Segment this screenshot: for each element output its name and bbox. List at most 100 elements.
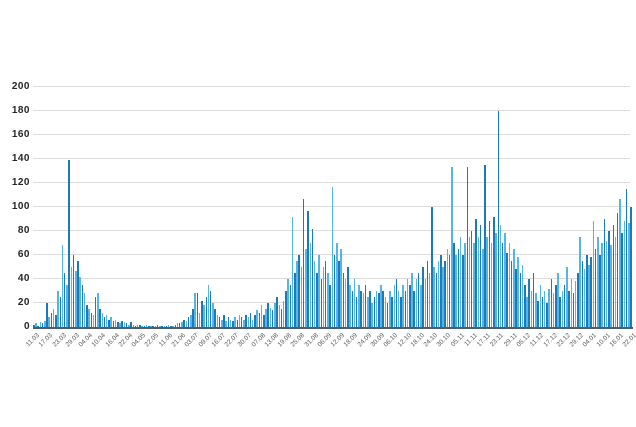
bar: [311, 228, 314, 327]
bar: [134, 325, 137, 327]
gridline: [33, 278, 630, 279]
bar: [464, 243, 466, 327]
bar: [265, 309, 267, 327]
bar: [616, 213, 619, 327]
bar: [612, 225, 615, 327]
bar: [254, 315, 256, 327]
bar: [406, 279, 409, 327]
bar: [422, 267, 424, 327]
bar: [508, 243, 511, 327]
bar: [37, 325, 39, 327]
bar: [183, 319, 185, 327]
bar: [225, 321, 227, 327]
bar: [276, 297, 278, 327]
gridline: [33, 302, 630, 303]
bar: [559, 297, 561, 327]
bar: [532, 273, 535, 327]
bar: [68, 160, 70, 327]
bar: [428, 273, 431, 327]
bar: [563, 285, 566, 327]
bar: [170, 325, 172, 327]
bar: [364, 285, 367, 327]
bar: [621, 233, 623, 327]
bar: [117, 322, 119, 327]
bar: [435, 273, 438, 327]
bar: [457, 249, 460, 327]
bar: [174, 324, 177, 327]
bar: [112, 321, 115, 327]
y-tick-label: 200: [11, 81, 30, 92]
bar: [444, 261, 446, 327]
bar: [194, 293, 196, 327]
bar: [39, 322, 42, 327]
bar: [282, 300, 285, 327]
bar: [477, 237, 480, 327]
bar: [375, 291, 378, 327]
bar: [592, 221, 595, 327]
bar: [320, 279, 323, 327]
bar: [163, 325, 165, 327]
bar: [327, 273, 329, 327]
bar: [156, 324, 159, 327]
bar: [114, 319, 117, 327]
bar: [386, 303, 389, 327]
bar: [285, 291, 287, 327]
bar: [121, 321, 123, 327]
bar: [152, 325, 154, 327]
y-tick-label: 40: [17, 273, 30, 284]
bar: [342, 273, 345, 327]
bar: [70, 267, 73, 327]
gridline: [33, 206, 630, 207]
bar: [165, 325, 168, 327]
bar: [296, 261, 298, 327]
bar: [35, 323, 37, 327]
bar: [380, 285, 382, 327]
gridline: [33, 254, 630, 255]
bar: [583, 269, 586, 327]
bar: [50, 312, 53, 327]
bar: [33, 324, 35, 327]
bar: [203, 305, 205, 327]
bar: [459, 237, 462, 327]
bar: [92, 315, 95, 327]
bar: [143, 325, 146, 327]
y-tick-label: 60: [17, 249, 30, 260]
bar: [541, 297, 544, 327]
bar: [351, 291, 354, 327]
bar: [614, 237, 617, 327]
bar: [300, 267, 303, 327]
bar: [347, 267, 349, 327]
bar: [302, 198, 305, 327]
bar: [271, 310, 274, 327]
bar: [451, 167, 453, 327]
bar: [433, 267, 435, 327]
bar: [466, 167, 469, 327]
bar: [550, 279, 553, 327]
bar: [455, 255, 457, 327]
bar: [243, 319, 245, 327]
bar: [619, 198, 621, 327]
bar: [331, 186, 334, 327]
bar: [526, 297, 528, 327]
bar: [404, 291, 407, 327]
bar: [453, 243, 455, 327]
bar: [181, 322, 183, 327]
gridline: [33, 86, 630, 87]
bar: [391, 297, 393, 327]
gridline: [33, 158, 630, 159]
bar: [329, 285, 331, 327]
bar: [57, 291, 59, 327]
bar: [148, 325, 150, 327]
bar: [192, 309, 194, 327]
bar: [574, 281, 577, 327]
bar: [336, 243, 338, 327]
bar: [528, 279, 530, 327]
bar: [245, 315, 247, 327]
bar: [52, 309, 55, 327]
y-tick-label: 120: [11, 177, 30, 188]
bar: [234, 317, 236, 327]
bar: [446, 249, 449, 327]
bar: [442, 267, 444, 327]
bar: [209, 291, 212, 327]
